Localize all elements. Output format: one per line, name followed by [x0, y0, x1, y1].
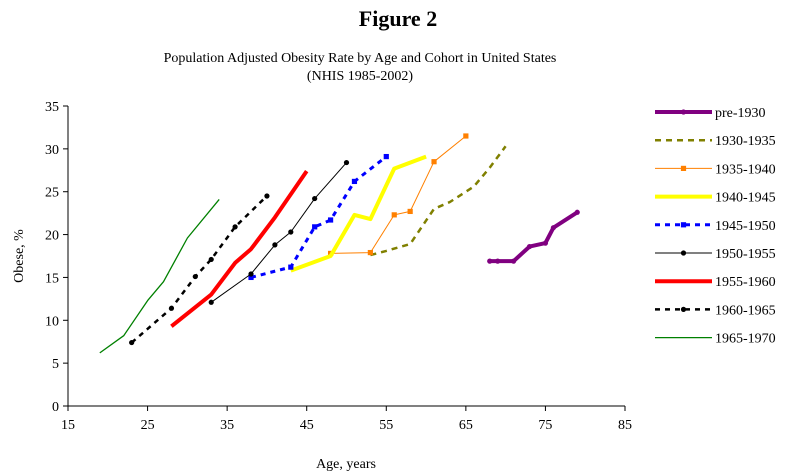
- data-point: [680, 222, 687, 228]
- data-point: [680, 165, 687, 171]
- series-1930-1935: [370, 145, 507, 257]
- legend-entry: 1950-1955: [655, 247, 776, 262]
- legend-label: 1940-1945: [715, 191, 776, 206]
- y-tick-label: 0: [52, 400, 59, 415]
- legend-entry: 1940-1945: [655, 191, 776, 206]
- x-tick-label: 25: [141, 418, 155, 433]
- data-point: [391, 212, 397, 218]
- data-point: [680, 306, 687, 312]
- x-tick-label: 85: [618, 418, 632, 433]
- legend: pre-1930 1930-1935 1935-1940 1940-1945 1945-…: [655, 106, 776, 347]
- data-point: [550, 225, 556, 231]
- y-tick-label: 30: [45, 143, 59, 158]
- legend-entry: 1955-1960: [655, 275, 776, 290]
- series-1945-1950: [248, 153, 389, 281]
- series-line: [370, 145, 507, 257]
- x-tick-label: 45: [300, 418, 314, 433]
- data-point: [129, 339, 135, 346]
- y-tick-label: 15: [45, 271, 59, 286]
- series-1935-1940: [327, 133, 469, 257]
- chart-title: Population Adjusted Obesity Rate by Age …: [163, 51, 557, 66]
- data-point: [526, 243, 533, 250]
- legend-label: pre-1930: [715, 106, 766, 121]
- legend-label: 1955-1960: [715, 275, 776, 290]
- data-point: [192, 273, 198, 280]
- y-tick-label: 10: [45, 314, 59, 329]
- data-point: [367, 249, 373, 256]
- y-axis-label: Obese, %: [12, 229, 27, 283]
- data-point: [327, 217, 334, 223]
- legend-entry: 1935-1940: [655, 162, 776, 177]
- series-line: [210, 162, 347, 303]
- x-tick-label: 15: [61, 418, 75, 433]
- data-point: [680, 109, 687, 115]
- data-point: [351, 178, 358, 185]
- series-1940-1945: [290, 154, 427, 273]
- legend-label: 1950-1955: [715, 247, 776, 262]
- data-point: [248, 271, 254, 277]
- data-point: [343, 159, 350, 166]
- data-point: [542, 240, 549, 246]
- legend-label: 1930-1935: [715, 134, 776, 149]
- legend-entry: 1965-1970: [655, 332, 776, 347]
- x-tick-label: 75: [538, 418, 552, 433]
- chart-title-block: Population Adjusted Obesity Rate by Age …: [40, 50, 680, 86]
- data-point: [208, 256, 214, 263]
- y-tick-label: 5: [52, 357, 59, 372]
- x-tick-label: 35: [220, 418, 234, 433]
- data-point: [288, 264, 294, 270]
- series-1960-1965: [129, 193, 270, 346]
- legend-entry: 1930-1935: [655, 134, 776, 149]
- series-line: [130, 195, 268, 344]
- axes: 0 5 10 15 20 25 30 35 15 25 35 45 55 65 75 85: [45, 100, 632, 433]
- x-axis-label: Age, years: [316, 457, 376, 472]
- data-point: [248, 274, 254, 281]
- figure-label: Figure 2: [358, 6, 438, 31]
- data-point: [574, 209, 580, 215]
- y-tick-label: 20: [45, 229, 59, 244]
- data-point: [680, 250, 687, 256]
- data-point: [463, 133, 469, 139]
- data-point: [487, 258, 493, 264]
- data-point: [312, 195, 318, 202]
- series-line: [250, 155, 388, 279]
- data-point: [272, 242, 278, 248]
- series-1950-1955: [208, 159, 350, 305]
- data-point: [495, 258, 501, 264]
- data-point: [312, 224, 318, 230]
- data-point: [431, 159, 437, 165]
- chart-subtitle: (NHIS 1985-2002): [306, 69, 414, 84]
- legend-label: 1965-1970: [715, 332, 776, 347]
- legend-label: 1935-1940: [715, 162, 776, 177]
- data-point: [288, 229, 294, 235]
- data-point: [510, 258, 517, 264]
- series-line: [330, 135, 467, 254]
- series-line: [99, 198, 220, 354]
- legend-label: 1960-1965: [715, 303, 776, 318]
- legend-label: 1945-1950: [715, 219, 776, 234]
- y-tick-label: 25: [45, 186, 59, 201]
- data-point: [232, 224, 238, 230]
- series-line: [290, 154, 427, 273]
- series-1955-1960: [170, 169, 309, 328]
- data-point: [407, 208, 413, 215]
- x-tick-label: 55: [379, 418, 393, 433]
- data-point: [383, 153, 389, 160]
- series-line: [489, 210, 579, 264]
- x-tick-label: 65: [459, 418, 473, 433]
- series-line: [170, 169, 309, 328]
- data-point: [208, 299, 214, 305]
- series-layer: [99, 133, 580, 354]
- y-tick-label: 35: [45, 100, 59, 115]
- series-1965-1970: [99, 198, 220, 354]
- data-point: [168, 305, 175, 311]
- legend-entry: pre-1930: [655, 106, 766, 121]
- legend-entry: 1945-1950: [655, 219, 776, 234]
- series-pre-1930: [487, 209, 580, 264]
- data-point: [264, 193, 270, 199]
- legend-entry: 1960-1965: [655, 303, 776, 318]
